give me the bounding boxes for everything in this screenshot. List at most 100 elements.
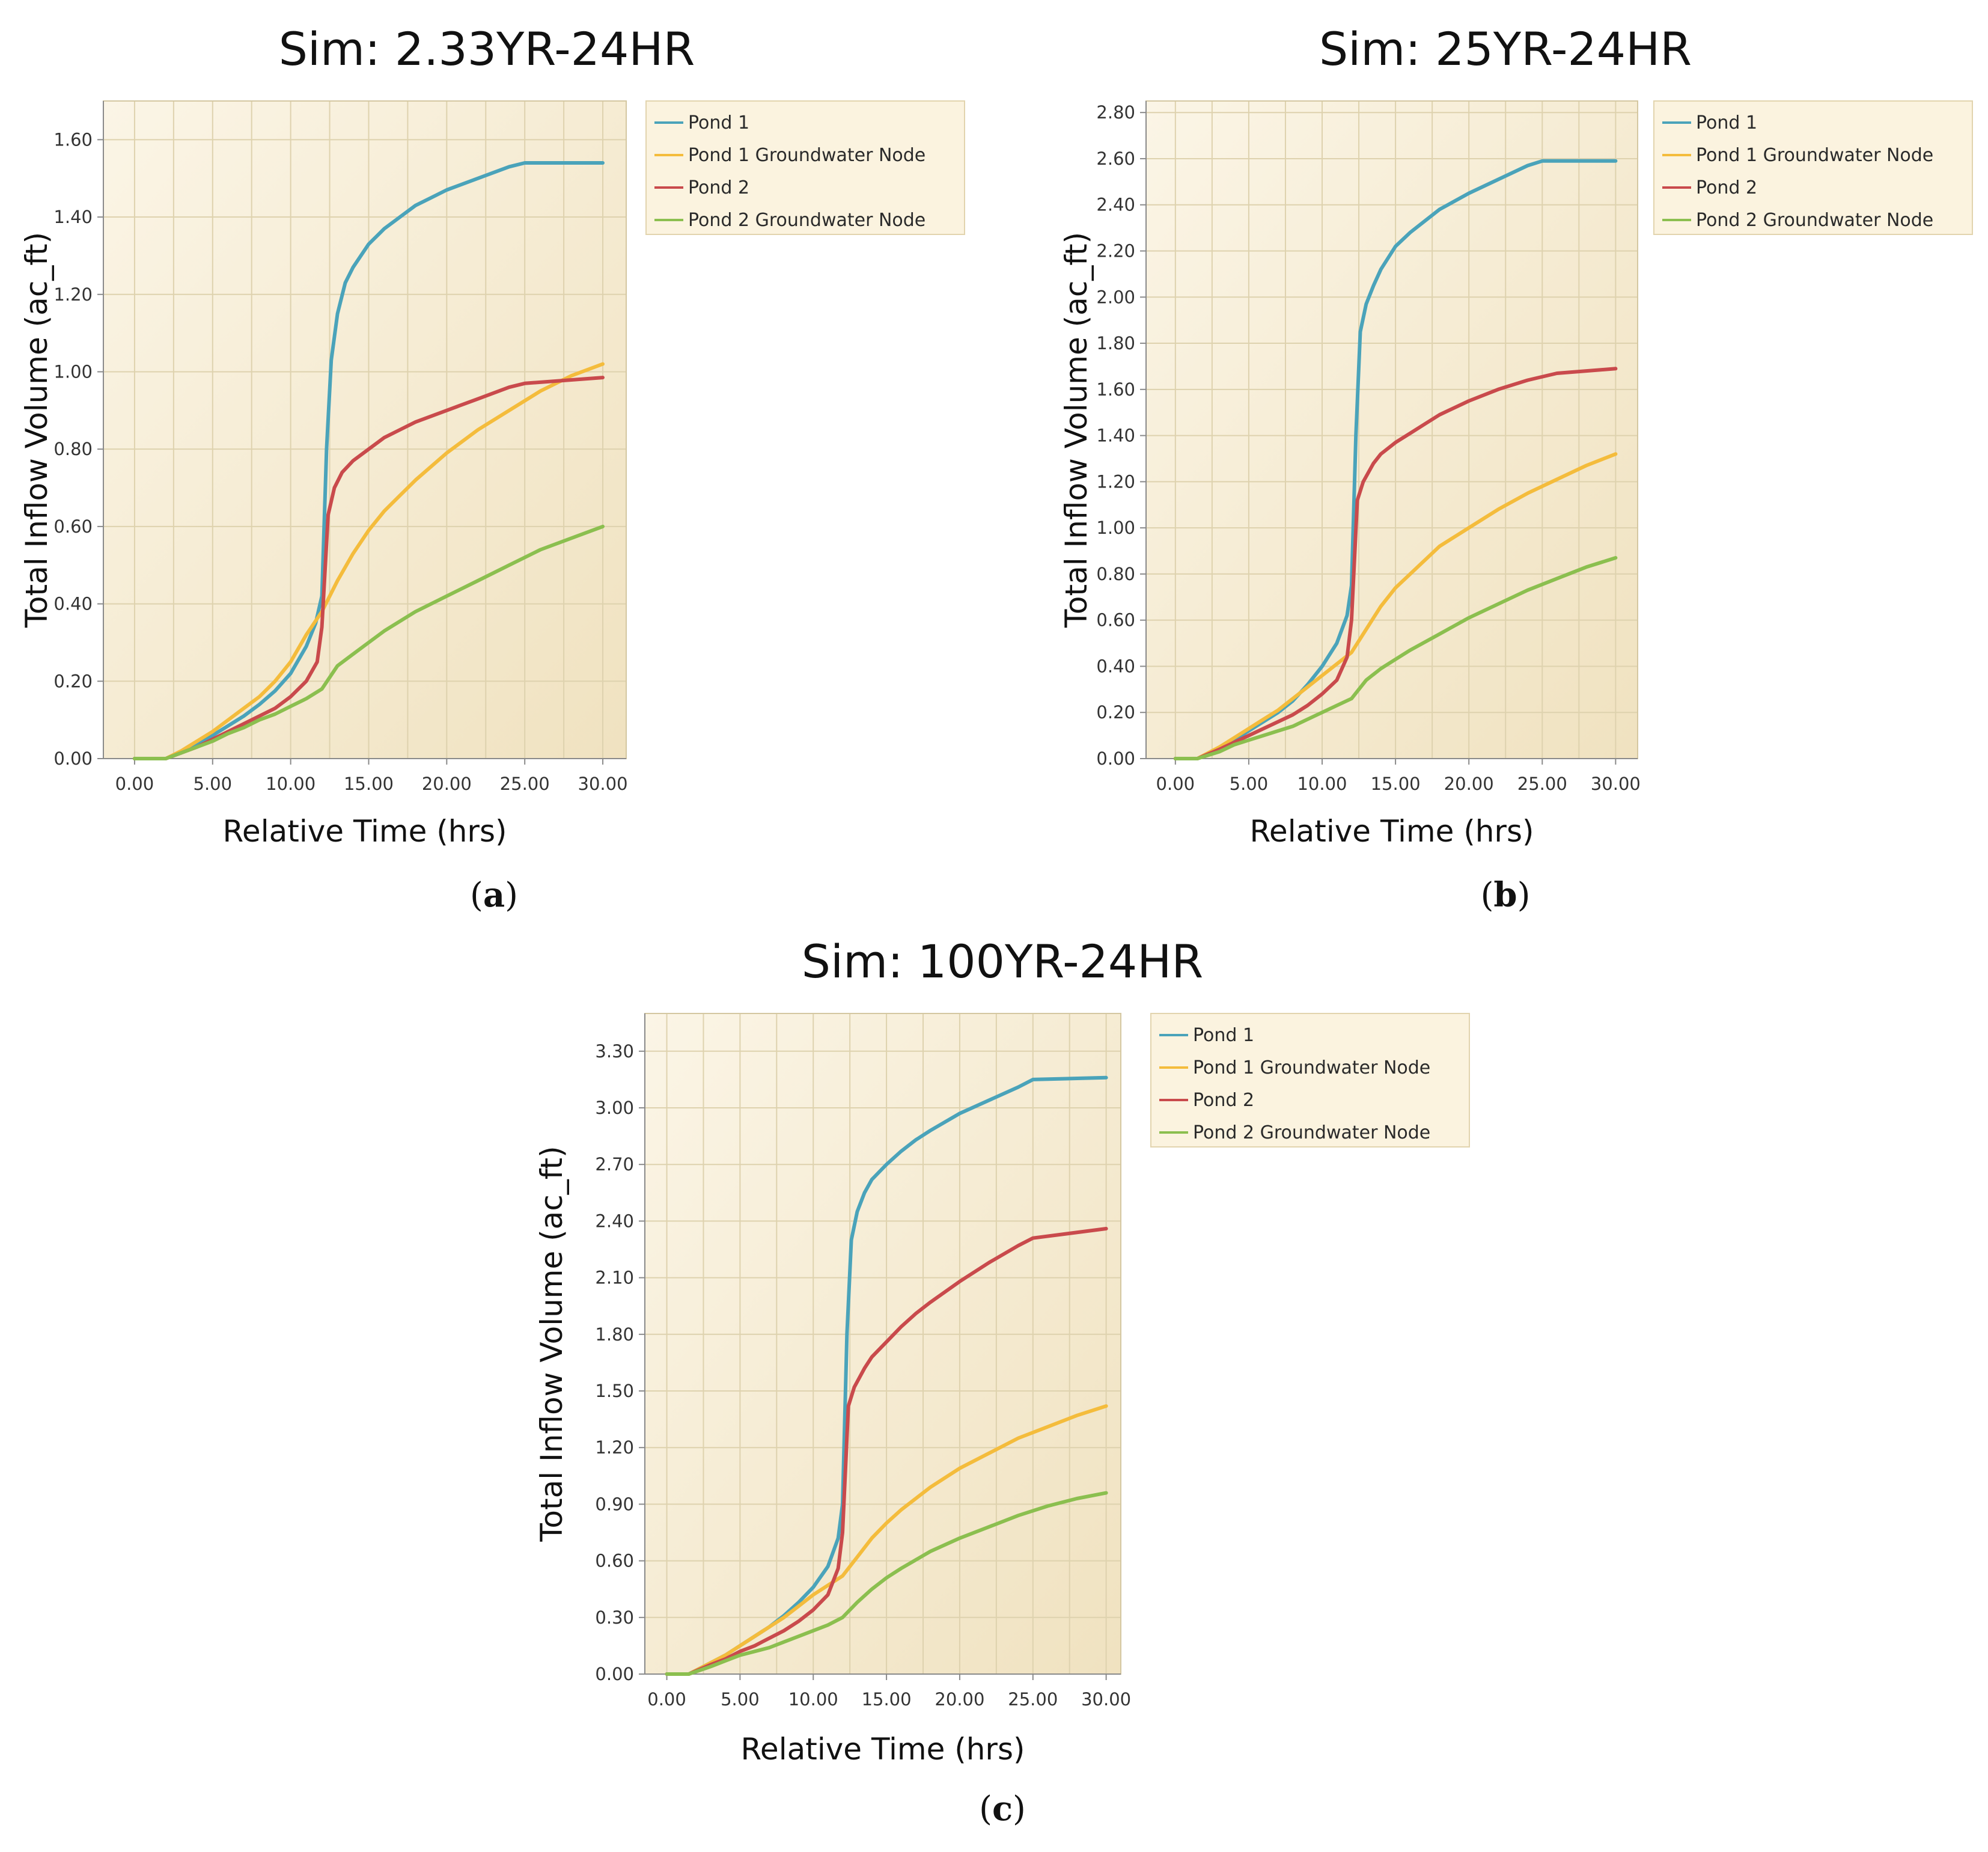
y-tick-label: 0.20 <box>1096 702 1135 723</box>
legend-label-pond-2: Pond 2 <box>1696 177 1757 198</box>
legend-label-pond-1: Pond 1 <box>1193 1025 1254 1046</box>
chart-panel-b: Sim: 25YR-24HR 0.00 5.00 10.00 15.00 20.00 25.… <box>1059 22 1973 915</box>
series-line-pond-2-groundwater-node <box>132 524 605 760</box>
y-tick-label: 1.60 <box>1096 379 1135 400</box>
caption-close-paren: ) <box>1013 1789 1026 1829</box>
x-tick-label: 25.00 <box>1008 1689 1058 1710</box>
x-tick-label: 30.00 <box>1081 1689 1131 1710</box>
y-tick-label: 2.10 <box>595 1268 634 1288</box>
series-group <box>1173 159 1618 760</box>
y-tick-label: 2.80 <box>1096 102 1135 123</box>
legend: Pond 1 Pond 1 Groundwater Node Pond 2 Pond … <box>1150 1013 1470 1148</box>
legend-box <box>1150 1013 1470 1148</box>
caption-open-paren: ( <box>470 876 483 915</box>
legend-label-pond-1-groundwater-node: Pond 1 Groundwater Node <box>1696 145 1933 166</box>
y-tick-labels: 0.00 0.20 0.40 0.60 0.80 1.00 1.20 1.40 1.60 1.80… <box>1096 102 1146 769</box>
y-axis-label: Total Inflow Volume (ac_ft) <box>1059 232 1094 628</box>
y-tick-label: 1.40 <box>53 207 93 227</box>
y-tick-label: 0.80 <box>1096 564 1135 584</box>
y-tick-label: 0.00 <box>595 1664 634 1684</box>
y-tick-label: 2.40 <box>1096 195 1135 215</box>
y-axis-label: Total Inflow Volume (ac_ft) <box>19 232 54 628</box>
y-tick-label: 2.00 <box>1096 287 1135 307</box>
y-tick-label: 1.80 <box>1096 333 1135 353</box>
legend-label-pond-2-groundwater-node: Pond 2 Groundwater Node <box>1193 1122 1430 1143</box>
caption-close-paren: ) <box>1517 876 1531 915</box>
series-line-pond-2-groundwater-node <box>665 1491 1108 1676</box>
x-tick-label: 5.00 <box>194 774 233 794</box>
y-tick-label: 3.00 <box>595 1098 634 1118</box>
legend-box <box>645 100 965 235</box>
chart-panel-c: Sim: 100YR-24HR 0.00 5.00 10.00 15.00 20.00 25… <box>534 935 1470 1829</box>
caption-close-paren: ) <box>505 876 518 915</box>
series-line-pond-2 <box>665 1227 1108 1676</box>
y-tick-label: 0.00 <box>53 748 93 769</box>
series-group <box>132 161 605 760</box>
chart-title: Sim: 100YR-24HR <box>802 935 1203 988</box>
y-tick-label: 0.20 <box>53 671 93 691</box>
x-tick-label: 0.00 <box>1156 774 1195 794</box>
x-tick-label: 20.00 <box>935 1689 984 1710</box>
panel-caption: (c) <box>979 1789 1026 1829</box>
y-axis-label: Total Inflow Volume (ac_ft) <box>534 1146 569 1542</box>
legend: Pond 1 Pond 1 Groundwater Node Pond 2 Pond … <box>645 100 965 235</box>
x-tick-labels: 0.00 5.00 10.00 15.00 20.00 25.00 30.00 <box>115 759 628 794</box>
x-tick-labels: 0.00 5.00 10.00 15.00 20.00 25.00 30.00 <box>1156 759 1641 794</box>
x-tick-label: 15.00 <box>1371 774 1421 794</box>
series-line-pond-1 <box>1173 159 1618 760</box>
x-axis-label: Relative Time (hrs) <box>740 1732 1025 1767</box>
legend-label-pond-2: Pond 2 <box>688 177 749 198</box>
x-tick-label: 10.00 <box>788 1689 838 1710</box>
legend-label-pond-1-groundwater-node: Pond 1 Groundwater Node <box>1193 1057 1430 1078</box>
legend-label-pond-1-groundwater-node: Pond 1 Groundwater Node <box>688 145 925 166</box>
legend-box <box>1653 100 1973 235</box>
chart-title: Sim: 2.33YR-24HR <box>279 22 695 76</box>
legend-label-pond-1: Pond 1 <box>688 112 749 133</box>
series-line-pond-1-groundwater-node <box>665 1404 1108 1676</box>
y-tick-label: 0.80 <box>53 439 93 459</box>
y-tick-label: 1.40 <box>1096 426 1135 446</box>
y-tick-label: 1.20 <box>1096 471 1135 492</box>
x-tick-label: 30.00 <box>578 774 628 794</box>
y-tick-label: 0.60 <box>1096 610 1135 631</box>
x-tick-label: 20.00 <box>422 774 472 794</box>
plot-area <box>1146 101 1638 759</box>
y-tick-label: 0.60 <box>595 1551 634 1571</box>
y-tick-label: 2.60 <box>1096 148 1135 169</box>
y-tick-label: 1.20 <box>53 284 93 305</box>
panel-caption: (a) <box>470 875 518 915</box>
caption-open-paren: ( <box>1481 876 1494 915</box>
series-line-pond-2-groundwater-node <box>1173 556 1618 760</box>
legend: Pond 1 Pond 1 Groundwater Node Pond 2 Pond … <box>1653 100 1973 235</box>
y-tick-label: 1.80 <box>595 1324 634 1345</box>
x-tick-label: 0.00 <box>115 774 154 794</box>
y-tick-label: 0.00 <box>1096 748 1135 769</box>
y-tick-label: 1.50 <box>595 1381 634 1401</box>
y-tick-label: 1.00 <box>53 361 93 382</box>
x-tick-label: 15.00 <box>344 774 394 794</box>
legend-label-pond-1: Pond 1 <box>1696 112 1757 133</box>
plot-area <box>103 101 626 759</box>
series-group <box>665 1075 1108 1676</box>
y-tick-labels: 0.00 0.30 0.60 0.90 1.20 1.50 1.80 2.10 2.40 2.70… <box>595 1041 645 1684</box>
y-tick-label: 0.30 <box>595 1607 634 1628</box>
chart-title: Sim: 25YR-24HR <box>1319 22 1692 76</box>
x-tick-labels: 0.00 5.00 10.00 15.00 20.00 25.00 30.00 <box>647 1674 1131 1710</box>
x-axis-label: Relative Time (hrs) <box>222 814 507 849</box>
legend-label-pond-2-groundwater-node: Pond 2 Groundwater Node <box>688 210 925 231</box>
series-line-pond-1 <box>132 161 605 760</box>
y-tick-label: 0.60 <box>53 516 93 537</box>
caption-letter: a <box>483 875 505 915</box>
panel-caption: (b) <box>1481 875 1531 915</box>
x-tick-label: 20.00 <box>1444 774 1494 794</box>
chart-panel-a: Sim: 2.33YR-24HR 0.00 5.00 10.00 15.00 20.00 2… <box>19 22 965 915</box>
y-tick-label: 2.70 <box>595 1154 634 1175</box>
y-tick-label: 1.00 <box>1096 518 1135 538</box>
y-tick-label: 1.60 <box>53 129 93 150</box>
x-tick-label: 0.00 <box>647 1689 686 1710</box>
series-line-pond-1-groundwater-node <box>1173 452 1618 760</box>
x-tick-label: 10.00 <box>266 774 316 794</box>
y-tick-label: 2.40 <box>595 1211 634 1231</box>
y-tick-label: 3.30 <box>595 1041 634 1062</box>
series-line-pond-2 <box>1173 367 1618 760</box>
